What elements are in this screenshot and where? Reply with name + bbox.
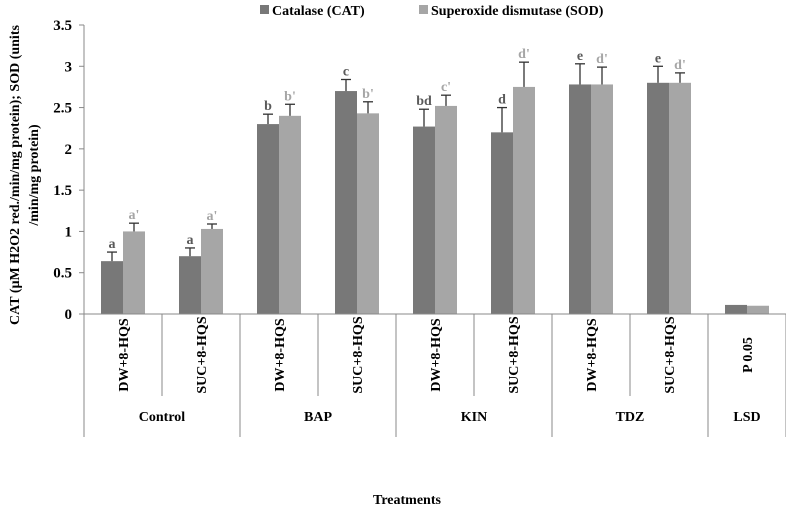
- legend-label: Superoxide dismutase (SOD): [431, 4, 604, 19]
- significance-letter: d: [498, 93, 506, 108]
- legend-label: Catalase (CAT): [272, 4, 365, 19]
- x-axis: DW+8-HQS SUC+8-HQS DW+8-HQS SUC+8-HQS DW+8-H…: [83, 313, 786, 437]
- significance-letter: e: [655, 51, 661, 66]
- bar-sod: [201, 228, 223, 314]
- y-axis: 0 0.5 1 1.5 2 2.5 3 3.5: [53, 18, 85, 323]
- bar-cat: [569, 84, 591, 314]
- y-tick-label: 3: [65, 59, 73, 75]
- category-label: SUC+8-HQS: [507, 316, 522, 393]
- y-tick-label: 1: [65, 224, 73, 240]
- bar-cat: [101, 261, 123, 314]
- significance-letter: a': [129, 208, 140, 223]
- bar-sod: [513, 86, 535, 314]
- category-label: DW+8-HQS: [117, 318, 132, 392]
- significance-letter: b': [362, 87, 374, 102]
- bar-cat: [491, 132, 513, 314]
- legend-swatch: [260, 5, 269, 14]
- significance-letter: d': [596, 52, 608, 67]
- group-label: TDZ: [616, 410, 645, 425]
- y-axis-label-line1: CAT (µM H2O2 red./min/mg protein); SOD (…: [8, 25, 23, 325]
- category-label: SUC+8-HQS: [351, 316, 366, 393]
- category-label: DW+8-HQS: [429, 318, 444, 392]
- y-tick-label: 2: [65, 142, 73, 158]
- significance-letter: bd: [416, 94, 432, 109]
- bar-sod: [123, 231, 145, 314]
- group-label: KIN: [461, 410, 487, 425]
- significance-letter: c: [343, 64, 349, 79]
- significance-letter: b': [284, 89, 296, 104]
- group-label: BAP: [304, 410, 332, 425]
- bar-cat: [257, 124, 279, 314]
- group-label: Control: [139, 410, 186, 425]
- y-axis-label-line2: /min/mg protein): [27, 124, 42, 227]
- y-tick-label: 0: [65, 307, 73, 323]
- significance-letter: a': [207, 209, 218, 224]
- category-label: P 0.05: [741, 337, 756, 373]
- bars: a a b c bd d e e a' a' b' b' c' d' d' d': [101, 47, 769, 314]
- bar-sod: [591, 84, 613, 314]
- bar-cat: [179, 256, 201, 314]
- category-label: DW+8-HQS: [273, 318, 288, 392]
- bar-sod: [435, 105, 457, 314]
- bar-sod: [747, 305, 769, 314]
- significance-letter: a: [109, 237, 116, 252]
- legend-swatch: [419, 5, 428, 14]
- significance-letter: b: [264, 99, 272, 114]
- y-tick-label: 3.5: [53, 18, 72, 34]
- category-label: DW+8-HQS: [585, 318, 600, 392]
- bar-cat: [413, 126, 435, 314]
- y-tick-label: 0.5: [53, 266, 72, 282]
- bar-sod: [279, 115, 301, 314]
- bar-cat: [647, 82, 669, 314]
- category-label: SUC+8-HQS: [195, 316, 210, 393]
- legend: Catalase (CAT) Superoxide dismutase (SOD): [260, 4, 604, 19]
- significance-letter: c': [441, 80, 451, 95]
- significance-letter: a: [187, 233, 194, 248]
- significance-letter: d': [674, 58, 686, 73]
- bar-cat: [335, 91, 357, 314]
- bar-sod: [669, 82, 691, 314]
- significance-letter: e: [577, 49, 583, 64]
- y-tick-label: 2.5: [53, 101, 72, 117]
- significance-letter: d': [518, 47, 530, 62]
- y-tick-label: 1.5: [53, 183, 72, 199]
- x-axis-label: Treatments: [373, 493, 441, 508]
- group-label: LSD: [733, 410, 760, 425]
- category-label: SUC+8-HQS: [663, 316, 678, 393]
- bar-sod: [357, 113, 379, 314]
- bar-cat: [725, 304, 747, 314]
